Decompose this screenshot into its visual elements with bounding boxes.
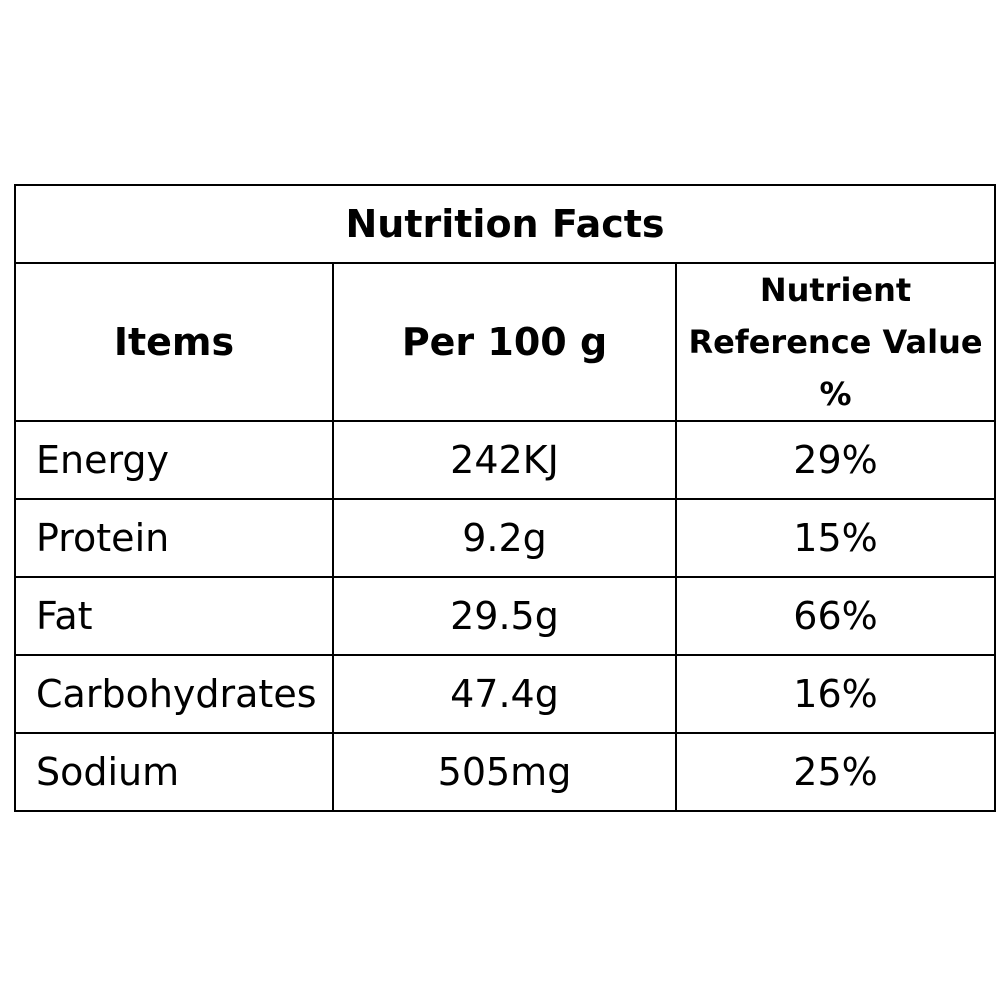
row-nrv: 15% (674, 498, 997, 578)
table-row: Fat 29.5g 66% (14, 576, 997, 656)
header-items: Items (14, 262, 334, 422)
row-per-100g: 505mg (332, 732, 677, 812)
row-per-100g: 29.5g (332, 576, 677, 656)
row-item: Fat (14, 576, 334, 656)
row-nrv: 29% (674, 420, 997, 500)
header-row: Items Per 100 g Nutrient Reference Value… (14, 262, 997, 422)
row-per-100g: 9.2g (332, 498, 677, 578)
nutrition-facts-table: Nutrition Facts Items Per 100 g Nutrient… (13, 184, 997, 812)
header-nrv: Nutrient Reference Value % (674, 262, 997, 422)
header-nrv-line3: % (819, 375, 852, 413)
row-per-100g: 242KJ (332, 420, 677, 500)
row-item: Protein (14, 498, 334, 578)
row-nrv: 16% (674, 654, 997, 734)
row-nrv: 66% (674, 576, 997, 656)
row-item: Sodium (14, 732, 334, 812)
row-item: Energy (14, 420, 334, 500)
title-row: Nutrition Facts (13, 184, 997, 264)
row-per-100g: 47.4g (332, 654, 677, 734)
row-item: Carbohydrates (14, 654, 334, 734)
table-row: Protein 9.2g 15% (14, 498, 997, 578)
table-row: Sodium 505mg 25% (14, 732, 997, 812)
header-per-100g: Per 100 g (332, 262, 677, 422)
header-nrv-line1: Nutrient (759, 271, 912, 309)
row-nrv: 25% (674, 732, 997, 812)
header-nrv-line2: Reference Value (688, 323, 983, 361)
table-row: Energy 242KJ 29% (14, 420, 997, 500)
table-title: Nutrition Facts (13, 184, 997, 264)
table-row: Carbohydrates 47.4g 16% (14, 654, 997, 734)
